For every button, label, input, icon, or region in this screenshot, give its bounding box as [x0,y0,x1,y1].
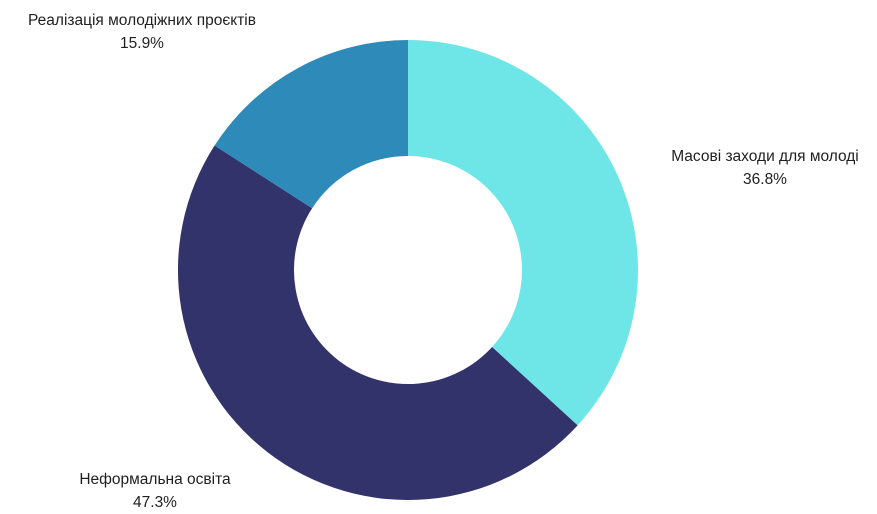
slice-2 [214,39,408,209]
slice-value-label-0: 36.8% [743,171,787,188]
slice-0 [408,40,639,426]
slice-label-group-2: Реалізація молодіжних проєктів 15.9% [28,12,256,52]
slice-value-label-2: 15.9% [120,35,164,52]
slice-label-0: Масові заходи для молоді [671,148,859,165]
slice-label-group-0: Масові заходи для молоді 36.8% [671,148,859,188]
chart-labels: Масові заходи для молоді 36.8% Неформаль… [28,12,859,511]
slice-label-1: Неформальна освіта [79,471,231,488]
slice-label-group-1: Неформальна освіта 47.3% [79,471,231,511]
slice-value-label-1: 47.3% [133,494,177,511]
chart-slices [177,39,639,501]
slice-1 [177,145,578,501]
slice-label-2: Реалізація молодіжних проєктів [28,12,256,29]
